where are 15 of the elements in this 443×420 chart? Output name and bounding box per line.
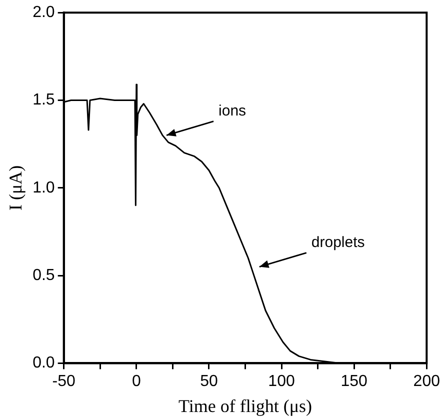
x-tick-label: -50 (52, 373, 76, 390)
annotation: ions (218, 102, 246, 120)
annotation: droplets (311, 234, 365, 251)
y-tick-label: 0.0 (32, 354, 55, 372)
y-tick-label: 2.0 (32, 4, 55, 22)
y-tick-label: 0.5 (32, 266, 55, 284)
x-tick-label: 50 (200, 373, 218, 390)
y-axis-title: I (μA) (6, 165, 26, 210)
y-tick-label: 1.5 (32, 92, 55, 109)
x-axis-title: Time of flight (μs) (178, 396, 312, 416)
x-tick-label: 150 (340, 373, 368, 390)
x-tick-label: 100 (268, 373, 295, 390)
x-tick-label: 200 (413, 373, 440, 390)
y-tick-label: 1.0 (32, 179, 55, 196)
x-tick-label: 0 (132, 373, 141, 390)
